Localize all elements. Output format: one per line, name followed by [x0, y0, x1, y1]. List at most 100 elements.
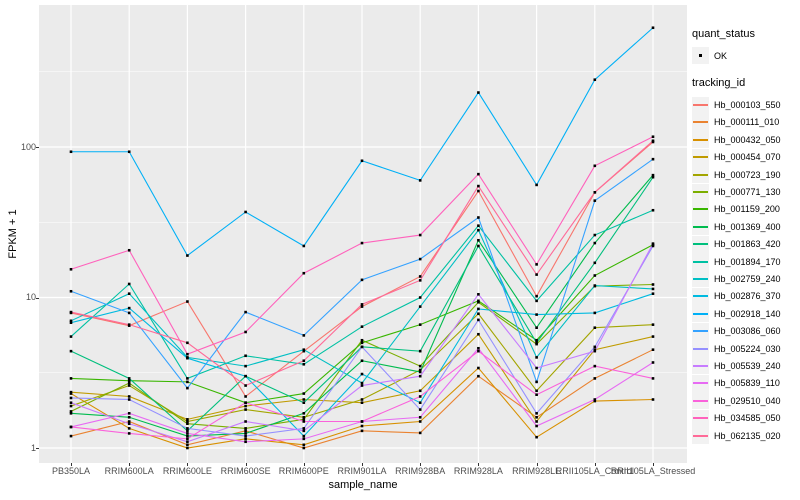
x-tick-label: RRII105LA_Control — [555, 466, 634, 476]
data-point — [418, 395, 422, 398]
data-point — [302, 362, 306, 366]
y-tick-label: 100 — [20, 141, 36, 152]
data-point — [593, 241, 597, 245]
data-point — [127, 379, 131, 383]
legend-item: Hb_062135_020 — [692, 427, 798, 444]
data-point — [477, 366, 480, 370]
data-point — [418, 401, 422, 404]
legend-key-box — [692, 200, 709, 218]
x-tick-mark — [536, 463, 538, 466]
data-point — [477, 172, 480, 176]
data-point — [302, 446, 306, 450]
x-tick-label: RRIM928BA — [395, 466, 446, 476]
x-tick-mark — [303, 463, 305, 466]
data-point — [593, 233, 597, 237]
data-point — [302, 398, 306, 401]
data-point — [302, 244, 306, 248]
x-tick-label: PB350LA — [51, 466, 91, 476]
data-point — [127, 292, 131, 295]
data-point — [186, 440, 189, 444]
legend-item: Hb_002918_140 — [692, 305, 798, 323]
data-point — [186, 380, 189, 384]
data-point — [69, 401, 73, 404]
data-point — [651, 242, 655, 245]
data-point — [360, 338, 364, 342]
legend-item-label: Hb_003086_060 — [714, 326, 781, 337]
data-point — [127, 432, 131, 435]
x-tick-mark — [653, 463, 654, 466]
legend-item: Hb_034585_050 — [692, 409, 798, 427]
data-point — [69, 412, 73, 415]
legend-key-box — [692, 305, 709, 323]
data-point — [477, 238, 480, 242]
data-point — [360, 359, 364, 363]
data-point — [593, 326, 597, 329]
data-point — [360, 303, 364, 306]
data-point — [127, 395, 131, 398]
data-point — [186, 434, 189, 438]
legend-item: Hb_003086_060 — [692, 322, 798, 340]
data-point — [69, 434, 73, 438]
data-point — [69, 319, 73, 323]
x-tick-mark — [187, 463, 189, 466]
x-tick-label: RRIM600SE — [220, 466, 271, 476]
data-point — [477, 299, 480, 303]
data-point — [244, 310, 247, 314]
legend-item-label: Hb_000103_550 — [714, 100, 781, 111]
data-point — [127, 377, 131, 380]
data-point — [651, 173, 655, 177]
data-point — [477, 244, 480, 248]
data-point — [302, 348, 306, 351]
data-point — [535, 393, 538, 397]
data-point — [69, 349, 73, 353]
data-point — [418, 364, 422, 368]
data-point — [186, 377, 189, 380]
data-point — [477, 184, 480, 188]
data-point — [418, 279, 422, 282]
data-point — [302, 420, 306, 423]
data-point — [69, 321, 73, 325]
data-point — [535, 435, 538, 439]
series-color-swatch-icon — [693, 104, 708, 107]
data-point — [186, 254, 189, 257]
data-point — [418, 389, 422, 393]
data-point — [127, 398, 131, 401]
legend-item-label: Hb_000111_010 — [714, 117, 780, 128]
data-point — [593, 284, 597, 287]
data-point — [477, 293, 480, 296]
data-point — [418, 420, 422, 423]
data-point — [593, 261, 597, 265]
data-point — [302, 271, 306, 275]
data-point — [418, 415, 422, 419]
data-point — [418, 305, 422, 308]
data-point — [69, 267, 73, 271]
data-point — [244, 434, 247, 438]
data-point — [418, 323, 422, 326]
data-point — [244, 404, 247, 408]
data-point — [360, 384, 364, 387]
legend-item: Hb_000103_550 — [692, 96, 798, 114]
data-point — [360, 305, 364, 308]
x-axis-title: sample_name — [328, 479, 398, 491]
data-point — [651, 139, 655, 143]
data-point — [69, 377, 73, 380]
legend-key-box — [692, 47, 709, 65]
data-point — [360, 429, 364, 433]
data-point — [186, 420, 189, 423]
data-point — [535, 273, 538, 276]
data-point — [651, 398, 655, 401]
data-point — [302, 349, 306, 353]
y-tick-label: 1 — [30, 442, 36, 453]
legend-title-quant-status: quant_status — [692, 28, 755, 40]
data-point — [69, 410, 73, 413]
data-point — [535, 412, 538, 415]
data-point — [302, 429, 306, 433]
legend-item-label: Hb_062135_020 — [714, 430, 781, 441]
data-point — [244, 401, 247, 404]
data-point — [244, 437, 247, 441]
x-tick-label: RRIM928LA — [453, 466, 503, 476]
data-point — [651, 287, 655, 291]
series-color-swatch-icon — [693, 434, 708, 437]
data-point — [302, 334, 306, 337]
legend-item: Hb_001894_170 — [692, 253, 798, 271]
